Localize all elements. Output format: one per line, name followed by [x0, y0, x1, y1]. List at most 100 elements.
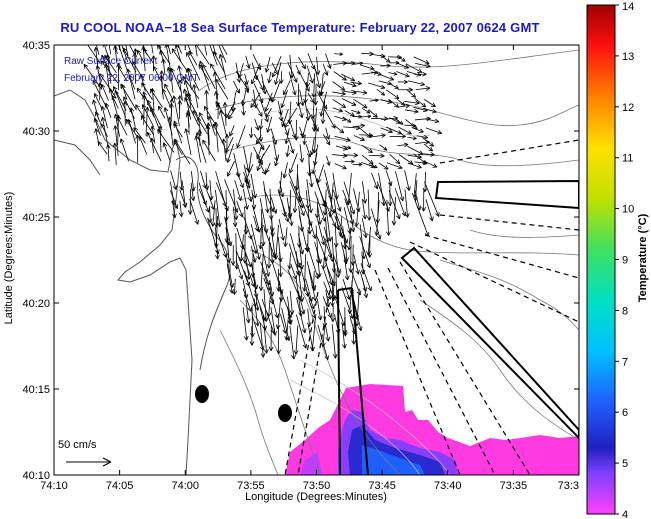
current-vector: [174, 138, 191, 165]
current-vector: [199, 60, 210, 91]
current-vector: [353, 254, 360, 275]
current-vector: [424, 161, 438, 168]
current-vector: [368, 109, 378, 118]
current-vector: [380, 99, 392, 104]
current-vector: [274, 154, 280, 167]
current-vector: [150, 125, 156, 144]
current-vector: [326, 155, 331, 166]
current-vector: [413, 180, 418, 202]
scale-arrow: [66, 457, 112, 467]
current-vector: [182, 75, 200, 100]
current-vector: [389, 134, 406, 139]
current-vector: [266, 116, 273, 133]
current-vector: [330, 279, 335, 307]
current-vector: [386, 199, 391, 236]
current-vector: [189, 198, 199, 225]
current-vector: [322, 134, 331, 146]
current-vector: [177, 65, 183, 83]
current-vector: [343, 152, 358, 158]
current-vector: [226, 143, 234, 163]
current-vector: [280, 313, 287, 334]
current-vector: [344, 110, 355, 117]
current-vector: [325, 289, 331, 308]
current-vector: [204, 45, 208, 56]
current-vector: [414, 71, 427, 77]
current-vector: [317, 324, 330, 361]
current-vector: [190, 182, 196, 201]
current-vector: [249, 326, 255, 346]
current-vector: [266, 297, 272, 317]
current-vector: [92, 80, 108, 109]
current-vector: [105, 144, 111, 162]
current-vector: [177, 100, 183, 120]
current-vector: [276, 325, 281, 354]
current-vector: [122, 47, 137, 73]
current-vector: [238, 63, 244, 78]
current-vector: [378, 162, 389, 170]
current-vector: [215, 101, 226, 117]
current-vector: [322, 63, 329, 76]
current-vector: [289, 181, 305, 217]
current-vector: [293, 325, 299, 355]
current-vector: [332, 81, 346, 91]
current-vector: [195, 132, 207, 163]
current-vector: [266, 236, 272, 269]
current-vector: [184, 97, 200, 126]
current-vector: [388, 190, 401, 220]
current-vector: [287, 62, 298, 83]
current-vector: [159, 74, 164, 100]
current-vector: [407, 162, 422, 169]
current-vector: [250, 235, 258, 254]
current-vector: [370, 208, 382, 240]
current-vector: [397, 103, 410, 109]
current-vector: [295, 314, 308, 349]
current-vector: [311, 152, 318, 175]
current-vector: [302, 254, 307, 292]
current-vector: [424, 99, 436, 108]
current-vector: [374, 200, 380, 236]
current-vector: [371, 172, 379, 190]
current-vector: [188, 50, 198, 66]
current-vector: [332, 99, 346, 108]
y-tick-label: 40:20: [22, 298, 50, 310]
current-vector: [147, 100, 163, 129]
current-vector: [320, 324, 326, 348]
current-vector: [263, 181, 270, 213]
x-tick-label: 74:10: [40, 480, 68, 492]
current-vector: [293, 119, 299, 141]
current-vector: [187, 67, 200, 92]
current-vector: [284, 316, 290, 341]
current-vector: [258, 144, 271, 164]
overlay-note: Raw Surface Current: [64, 56, 158, 67]
current-vector: [415, 62, 431, 69]
current-vector: [325, 53, 332, 69]
current-vector: [252, 98, 263, 117]
current-vector: [332, 189, 342, 212]
current-vector: [234, 180, 243, 201]
x-tick-label: 74:05: [106, 480, 134, 492]
current-vector: [283, 227, 288, 247]
current-vector: [344, 61, 356, 66]
current-vector: [229, 125, 235, 137]
current-vector: [265, 107, 272, 118]
current-vector: [151, 45, 154, 54]
current-vector: [315, 56, 321, 75]
current-vector: [332, 91, 346, 96]
current-vector: [361, 107, 371, 114]
current-vector: [97, 141, 108, 155]
current-vector: [254, 72, 264, 91]
current-vector: [354, 191, 360, 227]
current-vector: [108, 45, 112, 55]
current-vector: [404, 123, 417, 128]
current-vector: [127, 119, 136, 144]
current-vector: [343, 253, 350, 281]
colorbar-tick-label: 5: [622, 458, 628, 470]
current-vector: [311, 117, 317, 132]
x-axis-label: Longitude (Degrees:Minutes): [245, 491, 387, 503]
current-vector: [352, 162, 363, 167]
x-tick-label: 73:45: [368, 480, 396, 492]
current-vector: [235, 260, 244, 280]
current-vector: [369, 98, 379, 103]
current-vector: [407, 136, 417, 141]
current-vector: [377, 73, 395, 81]
